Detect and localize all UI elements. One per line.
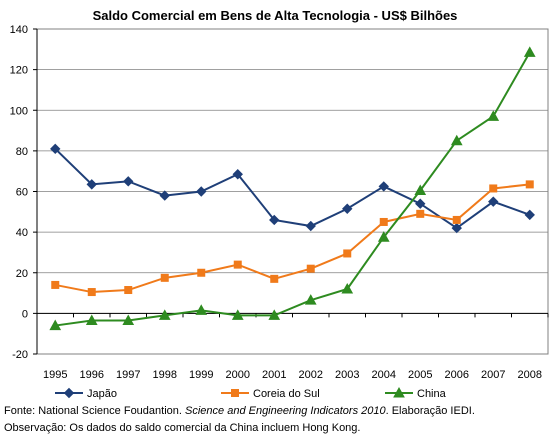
y-tick-label: 80	[16, 146, 28, 158]
chart-title: Saldo Comercial em Bens de Alta Tecnolog…	[92, 8, 458, 23]
legend-marker-diamond	[63, 387, 75, 399]
legend-label: China	[417, 388, 447, 400]
point-diamond	[415, 198, 426, 209]
point-triangle	[268, 309, 281, 320]
point-diamond	[524, 209, 535, 221]
x-tick-label: 1996	[80, 369, 104, 381]
y-tick-label: 40	[16, 227, 28, 239]
x-tick-label: 2002	[299, 369, 323, 381]
point-square	[416, 209, 425, 218]
point-triangle	[377, 231, 390, 242]
series-lines	[49, 46, 536, 331]
point-diamond	[50, 143, 61, 155]
point-square	[160, 273, 169, 282]
point-triangle	[414, 184, 427, 195]
point-triangle	[450, 134, 463, 146]
point-triangle	[487, 110, 500, 121]
source-prefix: Fonte: National Science Foudantion.	[4, 405, 186, 417]
point-square	[525, 180, 534, 189]
y-tick-label: 120	[10, 65, 28, 77]
axes: -20 0 20 40 60 80 100 120 140 1995 1996 1997 1998 199…	[10, 24, 549, 381]
point-triangle	[85, 314, 98, 325]
legend-marker-triangle	[393, 386, 405, 398]
point-diamond	[86, 179, 97, 190]
legend-label: Coreia do Sul	[253, 388, 320, 400]
x-tick-label: 2001	[262, 369, 286, 381]
point-diamond	[451, 222, 462, 234]
point-square	[124, 286, 133, 295]
point-triangle	[341, 282, 354, 294]
point-square	[270, 274, 279, 283]
point-diamond	[159, 190, 170, 201]
point-square	[233, 260, 242, 269]
point-triangle	[523, 46, 536, 57]
point-square	[452, 215, 461, 224]
point-square	[343, 249, 352, 258]
legend-marker-square	[231, 389, 239, 397]
point-triangle	[195, 304, 208, 315]
source-suffix: . Elaboração IEDI.	[385, 405, 475, 417]
point-square	[197, 268, 206, 277]
y-tick-label: 20	[16, 268, 28, 280]
point-triangle	[49, 319, 62, 331]
x-tick-label: 2004	[372, 369, 396, 381]
point-square	[379, 217, 388, 226]
point-diamond	[342, 203, 353, 214]
source-title: Science and Engineering Indicators 2010	[185, 405, 386, 417]
x-tick-label: 2005	[408, 369, 432, 381]
gridlines	[36, 28, 549, 355]
x-tick-label: 2007	[481, 369, 505, 381]
y-tick-label: 100	[10, 105, 28, 117]
point-triangle	[231, 309, 244, 320]
point-diamond	[232, 169, 243, 180]
x-tick-label: 1998	[153, 369, 177, 381]
series-line-square	[55, 183, 530, 294]
point-square	[87, 288, 96, 297]
series-line-diamond	[54, 148, 531, 230]
point-square	[306, 264, 315, 273]
y-tick-label: -20	[12, 349, 28, 361]
point-diamond	[196, 186, 207, 197]
x-tick-label: 1997	[116, 369, 140, 381]
point-triangle	[122, 314, 135, 325]
y-tick-label: 0	[22, 308, 28, 320]
y-tick-label: 140	[10, 24, 28, 36]
point-square	[51, 280, 60, 289]
x-tick-label: 2000	[226, 369, 250, 381]
series-line-triangle	[55, 51, 531, 327]
point-diamond	[488, 196, 499, 207]
point-triangle	[304, 294, 317, 305]
point-diamond	[378, 181, 389, 192]
legend: Japão Coreia do Sul China	[55, 386, 447, 400]
x-tick-label: 1999	[189, 369, 213, 381]
point-diamond	[123, 176, 134, 187]
x-tick-label: 1995	[43, 369, 67, 381]
point-diamond	[305, 220, 316, 232]
x-tick-label: 2006	[445, 369, 469, 381]
point-diamond	[269, 214, 280, 226]
point-triangle	[158, 309, 171, 320]
source-note: Fonte: National Science Foudantion. Scie…	[4, 405, 475, 417]
line-chart: -20 0 20 40 60 80 100 120 140 1995 1996 1997 1998 199…	[10, 24, 549, 400]
x-tick-label: 2008	[518, 369, 542, 381]
y-tick-label: 60	[16, 187, 28, 199]
x-tick-label: 2003	[335, 369, 359, 381]
observation-note: Observação: Os dados do saldo comercial …	[4, 422, 361, 434]
point-square	[489, 184, 498, 193]
legend-label: Japão	[87, 388, 117, 400]
